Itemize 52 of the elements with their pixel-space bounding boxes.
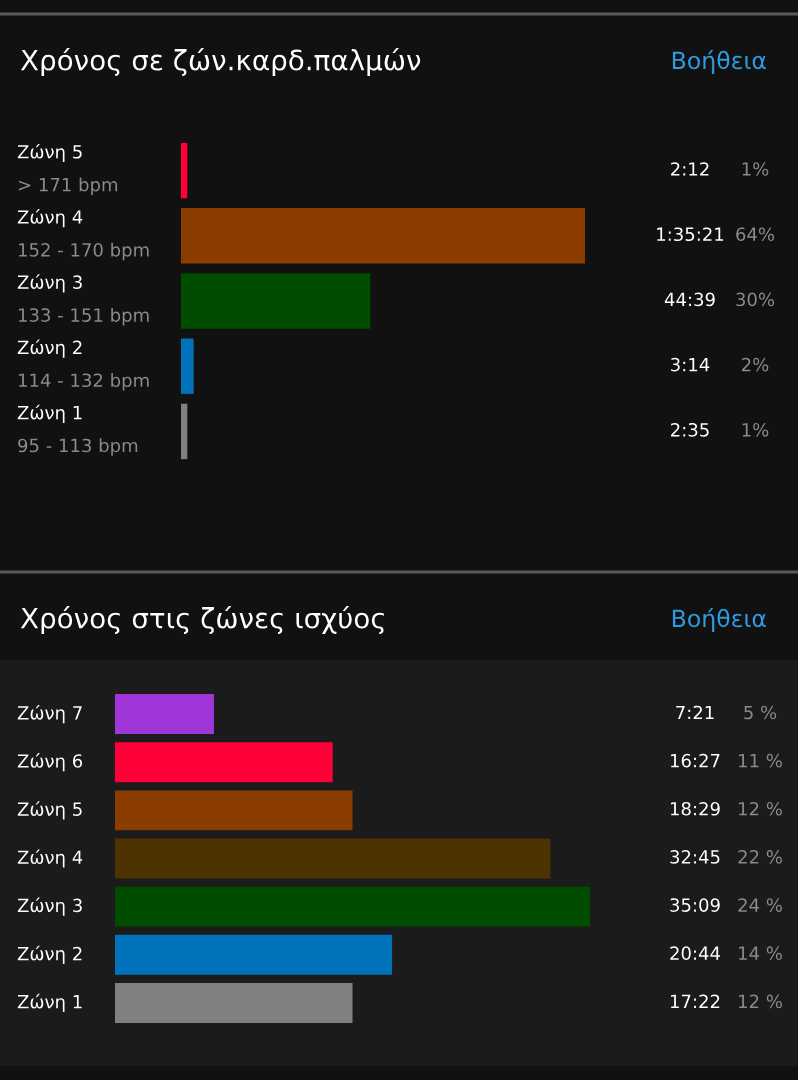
data-label: 14 % [739,946,782,961]
text: 20:44 [670,946,720,961]
data-label: 1% [742,162,769,176]
y-tick-label: Ζώνη 2 [17,945,82,964]
text: 44:39 [664,292,715,307]
text: Βοήθεια [672,50,766,74]
data-label: 24 % [738,898,782,912]
data-label: 30% [736,292,775,307]
bar [181,273,371,329]
bar [115,982,353,1023]
y-tick-label: Ζώνη 5 > 171 bpm [17,143,118,195]
text: 1:35:21 [657,227,724,242]
bar [115,694,214,735]
y-tick-label: Ζώνη 1 [17,993,82,1013]
text: 35:09 [670,898,720,912]
y-tick-label: Ζώνη 4 [17,849,83,868]
text: Βοήθεια [672,608,766,632]
y-tick-label: Ζώνη 7 [17,704,82,724]
text: 32:45 [670,850,720,864]
bar [181,208,585,264]
data-label: 64% [736,227,775,242]
bar [115,838,551,879]
chart-title: Χρόνος σε ζών.καρδ.παλμών [20,47,421,77]
data-label: 22 % [738,850,782,864]
bar [181,338,194,394]
text: 3:14 [671,357,710,372]
bar [115,742,333,783]
text: 7:21 [676,705,714,720]
data-label: 12 % [739,801,782,816]
text: 2:12 [671,162,709,176]
y-tick-label: Ζώνη 2 114 - 132 bpm [17,339,149,391]
bar [115,934,393,975]
data-label: 1% [742,422,769,437]
bar [115,886,590,927]
y-tick-label: Ζώνη 1 95 - 113 bpm [17,404,138,456]
data-label: 11 % [739,753,782,768]
data-label: 2% [742,357,769,372]
bar [181,142,188,199]
text: 2:35 [671,422,709,437]
y-tick-label: Ζώνη 5 [17,801,82,820]
text: 17:22 [670,994,720,1008]
y-tick-label: Ζώνη 3 133 - 151 bpm [17,274,149,326]
y-tick-label: Ζώνη 4 152 - 170 bpm [17,209,149,261]
data-label: 5 % [744,705,777,720]
data-label: 12 % [739,994,782,1009]
y-tick-label: Ζώνη 3 [17,897,82,916]
bar [115,790,353,831]
chart-title: Χρόνος στις ζώνες ισχύος [20,605,384,635]
text: 18:29 [670,801,720,816]
text: 16:27 [670,753,720,768]
y-tick-label: Ζώνη 6 [17,753,83,772]
bar [181,403,188,460]
